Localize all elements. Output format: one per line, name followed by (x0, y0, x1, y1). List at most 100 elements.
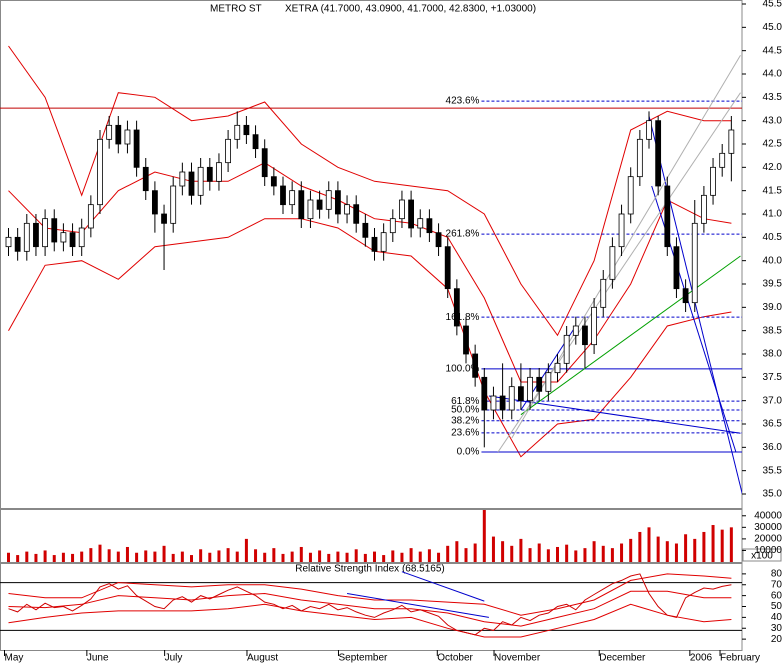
chart-title: METRO ST (210, 4, 262, 15)
candle-body (627, 176, 634, 215)
candle-body (151, 190, 158, 215)
volume-bar (601, 545, 605, 562)
y-tick-label: 35.5 (763, 465, 783, 476)
candle-body (646, 120, 652, 140)
y-tick-label: 37.5 (763, 372, 783, 383)
volume-bar (199, 549, 203, 562)
candle-body (591, 306, 597, 346)
y-tick-label: 40 (771, 612, 783, 623)
fib-label: 61.8% (451, 396, 479, 407)
volume-bar (427, 549, 431, 562)
volume-bar (327, 553, 331, 562)
candle-body (14, 236, 21, 252)
volume-bar (437, 552, 441, 562)
volume-bar (720, 529, 724, 562)
candle-body (572, 325, 579, 336)
volume-bar (263, 552, 267, 562)
trend-line (347, 593, 489, 618)
candle-body (325, 190, 332, 210)
volume-bar (647, 527, 651, 562)
candle-body (225, 138, 232, 164)
volume-bar (71, 553, 75, 562)
candle-body (216, 162, 222, 182)
volume-bar (336, 551, 340, 562)
volume-bar (455, 541, 459, 562)
rsi-line (8, 573, 732, 636)
volume-bar (546, 549, 550, 562)
volume-bar (43, 550, 47, 562)
y-tick-label: 37.0 (763, 395, 783, 406)
candle-body (444, 246, 451, 290)
fib-label: 0.0% (457, 447, 480, 458)
band-line (8, 603, 732, 638)
candle-body (499, 395, 506, 411)
x-tick-label: September (338, 653, 388, 663)
x-tick-label: 2006 (690, 653, 713, 663)
volume-bar (565, 544, 569, 562)
candle-body (307, 199, 314, 220)
volume-bar (7, 552, 10, 562)
candle-body (408, 199, 415, 229)
volume-bar (638, 531, 642, 562)
x-tick-label: December (599, 653, 646, 663)
candle-body (362, 222, 369, 238)
candle-body (206, 166, 213, 182)
volume-bar (391, 550, 395, 562)
volume-panel (0, 509, 743, 563)
candle-body (298, 190, 305, 220)
volume-bar (208, 552, 212, 562)
fib-label: 161.8% (446, 312, 480, 323)
x-tick-label: February (720, 653, 760, 663)
candle-body (188, 171, 195, 196)
volume-bar (34, 553, 38, 562)
y-tick-label: 40.0 (763, 255, 783, 266)
volume-bar (226, 548, 230, 562)
candle-body (161, 213, 167, 224)
volume-bar (171, 553, 175, 562)
fib-label: 423.6% (446, 96, 480, 107)
x-tick-label: June (87, 653, 109, 663)
volume-bar (89, 548, 93, 562)
candle-body (518, 386, 524, 402)
volume-bar (674, 543, 678, 562)
candle-body (664, 185, 671, 248)
candle-body (435, 232, 442, 248)
candle-body (133, 129, 140, 168)
volume-bar (299, 546, 303, 562)
volume-bar (519, 538, 523, 562)
trend-line (401, 571, 485, 602)
volume-bar (144, 550, 148, 562)
fib-label: 23.6% (451, 428, 479, 439)
volume-bar (80, 551, 84, 562)
candle-body (106, 124, 113, 140)
y-tick-label: 41.0 (763, 209, 783, 220)
volume-bar (629, 538, 633, 562)
candle-body (481, 376, 488, 411)
volume-bar (290, 551, 294, 562)
candle-body (554, 362, 561, 374)
volume-bar (711, 525, 715, 562)
fib-label: 100.0% (446, 364, 480, 375)
candle-body (682, 288, 689, 304)
volume-bar (729, 527, 733, 562)
candle-body (23, 222, 30, 252)
volume-bar (409, 548, 413, 562)
band-line (8, 162, 732, 383)
candle-body (234, 124, 241, 140)
volume-bar (610, 548, 614, 562)
candle-body (124, 129, 131, 145)
volume-bar (501, 541, 505, 562)
y-tick-label: 36.0 (763, 442, 783, 453)
y-tick-label: 40.5 (763, 232, 783, 243)
candle-body (417, 218, 424, 229)
unit-label: x100 (751, 551, 773, 562)
volume-bar (98, 544, 102, 562)
y-tick-label: 35.0 (763, 489, 783, 500)
fib-label: 50.0% (451, 405, 479, 416)
y-tick-label: 20000 (754, 534, 782, 545)
band-line (8, 590, 732, 627)
fib-label: 38.2% (451, 415, 479, 426)
chart-subtitle: XETRA (41.7000, 43.0900, 41.7000, 42.830… (285, 4, 536, 15)
volume-bar (217, 550, 221, 562)
